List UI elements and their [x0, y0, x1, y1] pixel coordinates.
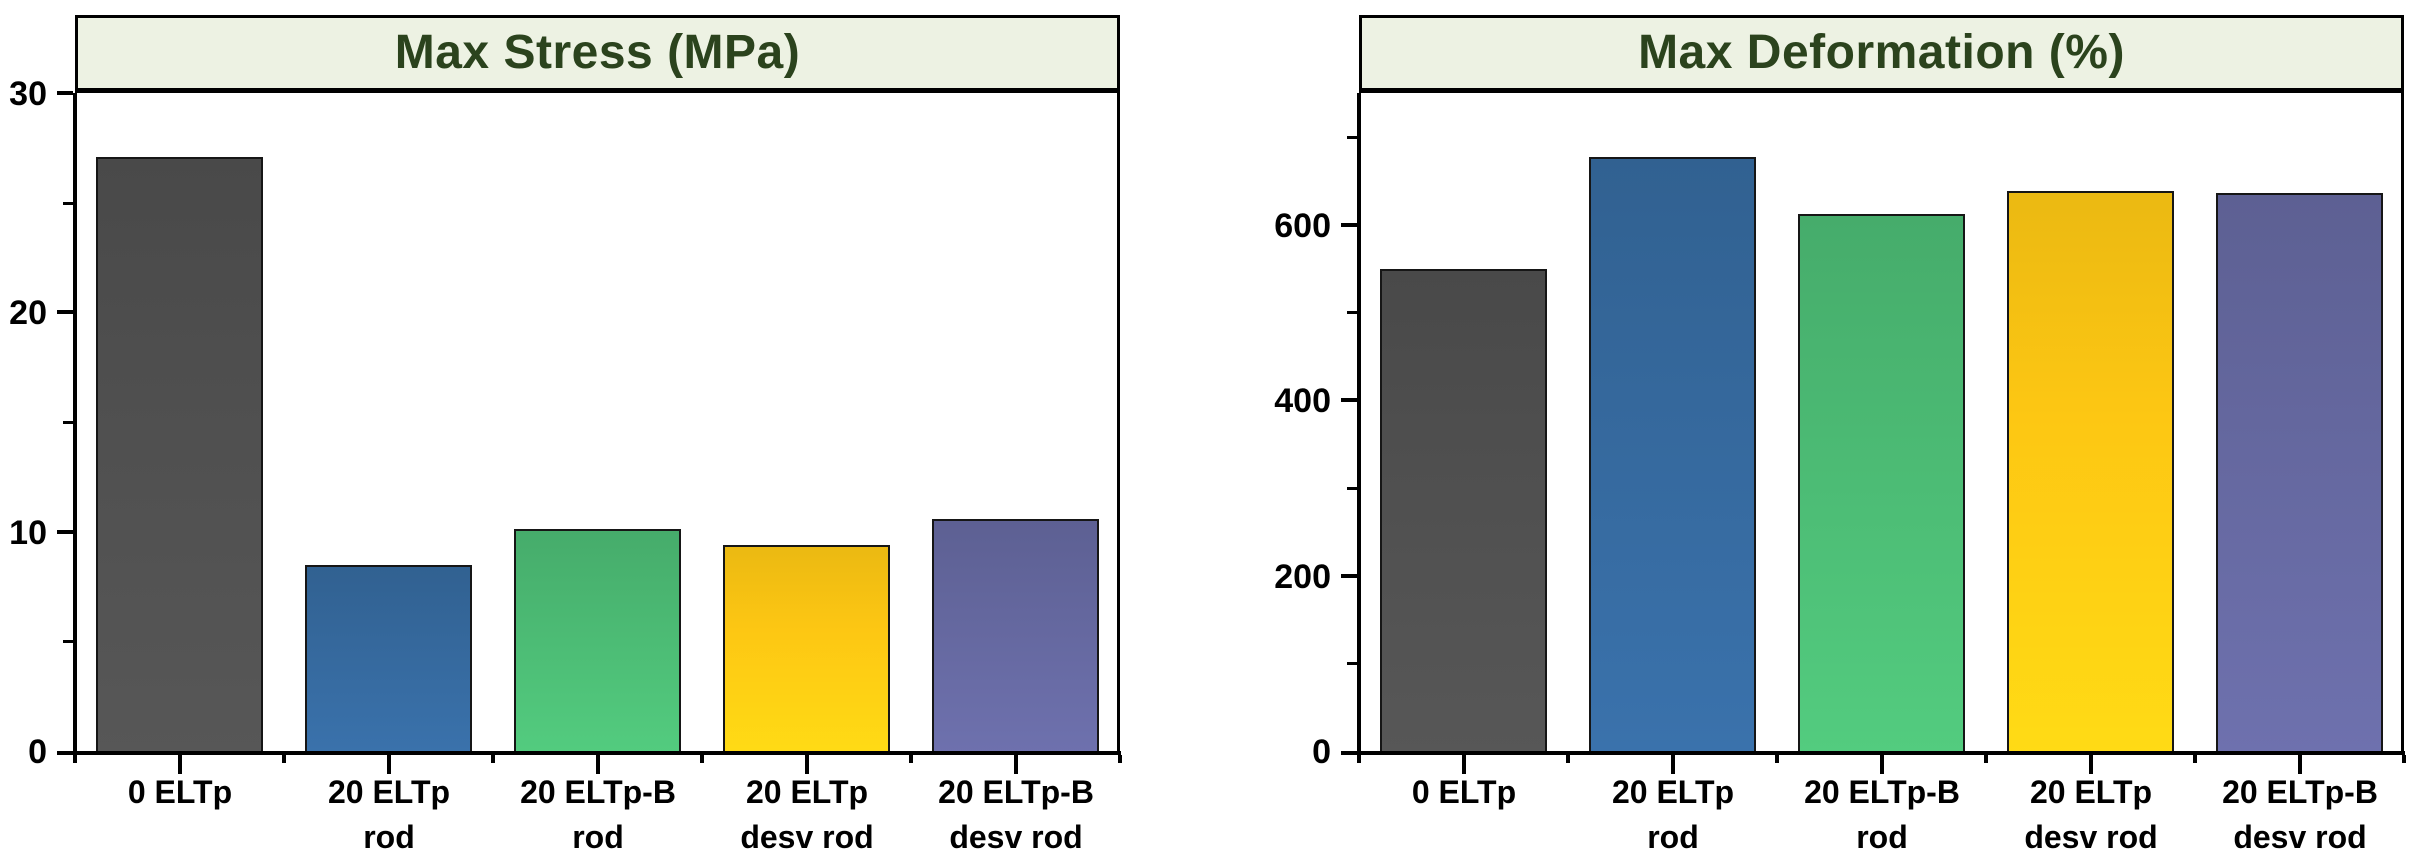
- y-minor-tick: [63, 640, 73, 643]
- x-tick-label: 0 ELTp: [40, 770, 320, 815]
- x-major-tick: [596, 755, 600, 774]
- bar-20-eltp-b-desv-rod: [932, 519, 1099, 755]
- y-major-tick: [57, 751, 73, 755]
- y-major-tick: [57, 530, 73, 534]
- x-tick-label-line: desv rod: [949, 819, 1083, 855]
- x-tick-label: 20 ELTp-B desv rod: [2160, 770, 2425, 860]
- x-boundary-tick: [73, 755, 77, 763]
- y-major-tick: [1341, 398, 1357, 402]
- x-major-tick: [805, 755, 809, 774]
- bar-20-eltp-b-rod: [1798, 214, 1965, 755]
- x-major-tick: [387, 755, 391, 774]
- x-tick-label-line: 0 ELTp: [127, 774, 233, 810]
- x-tick-label: 20 ELTp-B rod: [1742, 770, 2022, 860]
- x-tick-label-line: 20 ELTp-B: [2222, 774, 2378, 810]
- y-major-tick: [1341, 751, 1357, 755]
- bar-20-eltp-b-desv-rod: [2216, 193, 2383, 755]
- y-tick-label: 200: [1274, 558, 1331, 596]
- bar-20-eltp-b-rod: [514, 529, 681, 755]
- x-boundary-tick: [1984, 755, 1988, 763]
- bar-20-eltp-rod: [1589, 157, 1756, 755]
- bar-0-eltp: [1380, 269, 1547, 755]
- x-tick-label-line: 20 ELTp-B: [1804, 774, 1960, 810]
- chart-title: Max Stress (MPa): [394, 26, 801, 79]
- x-boundary-tick: [491, 755, 495, 763]
- x-tick-label-line: 20 ELTp-B: [938, 774, 1094, 810]
- x-boundary-tick: [282, 755, 286, 763]
- x-tick-label-line: rod: [363, 819, 415, 855]
- x-major-tick: [2089, 755, 2093, 774]
- y-tick-label: 0: [28, 733, 47, 771]
- x-tick-label-line: rod: [1856, 819, 1908, 855]
- chart-max-deformation: Max Deformation (%) 0 200 400 600 0 ELTp 20 E…: [1274, 0, 2406, 868]
- y-tick-label: 0: [1312, 733, 1331, 771]
- x-tick-label-line: desv rod: [2233, 819, 2367, 855]
- bar-20-eltp-desv-rod: [723, 545, 890, 755]
- y-minor-tick: [1347, 136, 1357, 139]
- frame-right-line: [1117, 93, 1120, 755]
- bar-0-eltp: [96, 157, 263, 755]
- x-tick-label-line: rod: [572, 819, 624, 855]
- x-tick-label-line: desv rod: [2024, 819, 2158, 855]
- y-minor-tick: [63, 421, 73, 424]
- chart-max-stress: Max Stress (MPa) 0 10 20 30 0 ELTp 20 ELTp rod…: [9, 0, 1122, 868]
- chart-title-box: Max Stress (MPa): [75, 15, 1120, 93]
- plot-area: 0 200 400 600 0 ELTp 20 ELTp rod 20 ELTp-B rod 20…: [1274, 0, 2406, 868]
- x-major-tick: [1462, 755, 1466, 774]
- plot-area: 0 10 20 30 0 ELTp 20 ELTp rod 20 ELTp-B rod 20 EL…: [9, 0, 1122, 868]
- x-major-tick: [1014, 755, 1018, 774]
- x-boundary-tick: [2402, 755, 2406, 763]
- x-tick-label: 20 ELTp rod: [249, 770, 529, 860]
- y-tick-label: 20: [9, 294, 47, 332]
- x-boundary-tick: [2193, 755, 2197, 763]
- x-tick-label-line: 20 ELTp: [1611, 774, 1735, 810]
- x-major-tick: [178, 755, 182, 774]
- bar-20-eltp-desv-rod: [2007, 191, 2174, 755]
- x-tick-label-line: desv rod: [740, 819, 874, 855]
- x-tick-label-line: rod: [1647, 819, 1699, 855]
- y-major-tick: [1341, 223, 1357, 227]
- y-major-tick: [1341, 574, 1357, 578]
- bar-20-eltp-rod: [305, 565, 472, 755]
- y-axis-line: [1357, 93, 1361, 755]
- y-major-tick: [57, 91, 73, 95]
- x-tick-label-line: 20 ELTp: [745, 774, 869, 810]
- chart-title: Max Deformation (%): [1638, 26, 2125, 79]
- y-minor-tick: [1347, 311, 1357, 314]
- x-tick-label-line: 20 ELTp-B: [520, 774, 676, 810]
- chart-title-box: Max Deformation (%): [1359, 15, 2404, 93]
- x-tick-label: 20 ELTp desv rod: [1951, 770, 2231, 860]
- x-axis-line: [1357, 751, 2405, 755]
- x-boundary-tick: [1118, 755, 1122, 763]
- frame-right-line: [2401, 93, 2404, 755]
- y-tick-label: 400: [1274, 382, 1331, 420]
- x-tick-label: 20 ELTp-B rod: [458, 770, 738, 860]
- y-tick-label: 30: [9, 75, 47, 113]
- x-major-tick: [2298, 755, 2302, 774]
- x-tick-label: 20 ELTp desv rod: [667, 770, 947, 860]
- x-tick-label: 0 ELTp: [1324, 770, 1604, 815]
- y-minor-tick: [63, 202, 73, 205]
- x-major-tick: [1880, 755, 1884, 774]
- x-boundary-tick: [1357, 755, 1361, 763]
- x-tick-label-line: 20 ELTp: [2029, 774, 2153, 810]
- y-major-tick: [57, 310, 73, 314]
- y-minor-tick: [1347, 487, 1357, 490]
- y-axis-line: [73, 93, 77, 755]
- y-tick-label: 600: [1274, 207, 1331, 245]
- y-tick-label: 10: [9, 514, 47, 552]
- x-major-tick: [1671, 755, 1675, 774]
- x-tick-label-line: 20 ELTp: [327, 774, 451, 810]
- y-minor-tick: [1347, 662, 1357, 665]
- x-tick-label-line: 0 ELTp: [1411, 774, 1517, 810]
- x-boundary-tick: [909, 755, 913, 763]
- x-axis-line: [73, 751, 1121, 755]
- x-tick-label: 20 ELTp rod: [1533, 770, 1813, 860]
- x-boundary-tick: [1566, 755, 1570, 763]
- x-tick-label: 20 ELTp-B desv rod: [876, 770, 1156, 860]
- x-boundary-tick: [1775, 755, 1779, 763]
- x-boundary-tick: [700, 755, 704, 763]
